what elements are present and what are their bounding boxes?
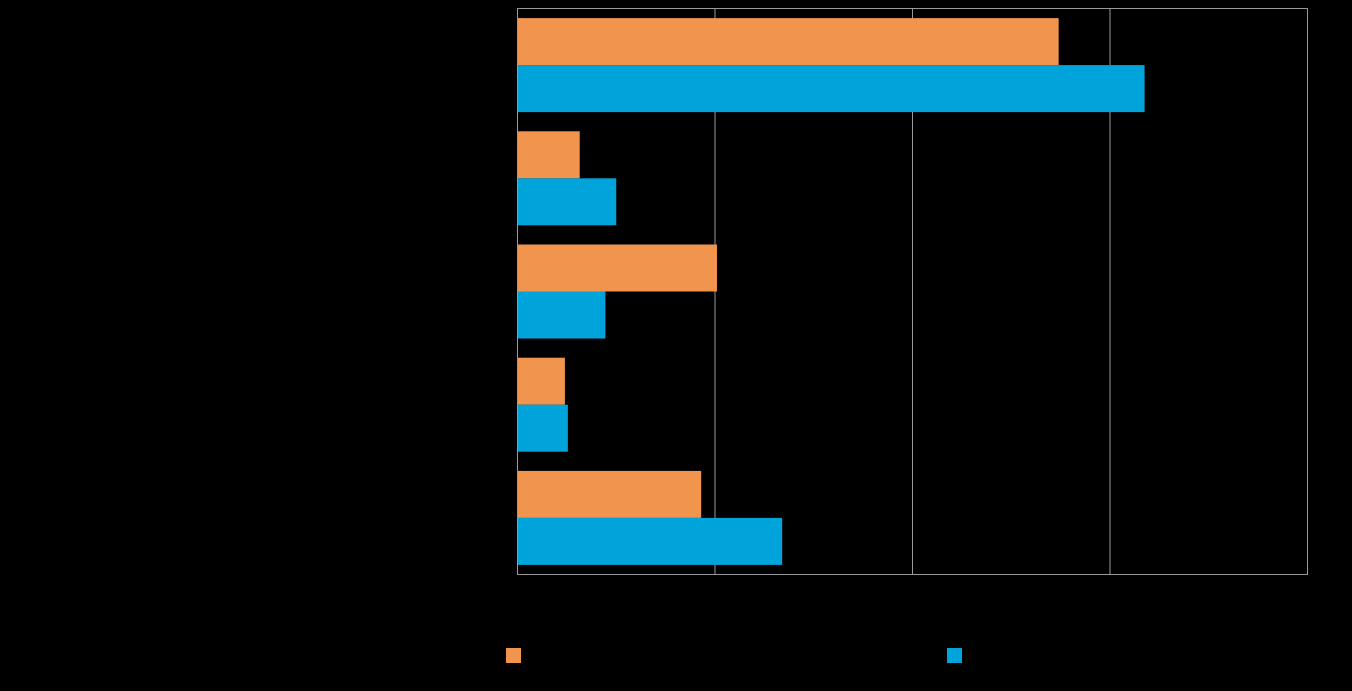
bar-series-2-category-2 bbox=[517, 178, 617, 226]
legend-swatch-series-2 bbox=[947, 648, 962, 663]
legend-swatch-series-1 bbox=[506, 648, 521, 663]
bar-series-1-category-3 bbox=[517, 244, 717, 292]
bars bbox=[517, 18, 1145, 565]
bar-series-1-category-4 bbox=[517, 357, 565, 405]
bar-series-1-category-5 bbox=[517, 470, 702, 518]
legend-item-series-2 bbox=[947, 648, 970, 663]
legend-item-series-1 bbox=[506, 648, 529, 663]
bar-series-1-category-2 bbox=[517, 131, 580, 179]
bar-series-2-category-3 bbox=[517, 291, 606, 339]
bar-series-2-category-1 bbox=[517, 65, 1145, 113]
bar-series-2-category-4 bbox=[517, 404, 568, 452]
plot-area-border bbox=[517, 8, 1308, 575]
bar-series-2-category-5 bbox=[517, 517, 783, 565]
bar-series-1-category-1 bbox=[517, 18, 1059, 66]
